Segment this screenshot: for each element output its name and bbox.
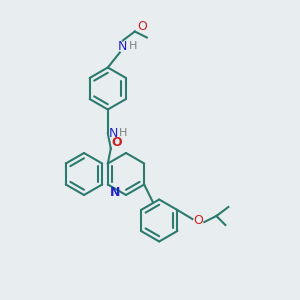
Text: N: N — [110, 186, 121, 199]
Text: N: N — [109, 127, 119, 140]
Text: H: H — [118, 128, 127, 139]
Text: H: H — [129, 41, 137, 52]
Text: O: O — [112, 136, 122, 149]
Text: N: N — [118, 40, 128, 53]
Text: O: O — [137, 20, 147, 34]
Text: O: O — [194, 214, 203, 227]
